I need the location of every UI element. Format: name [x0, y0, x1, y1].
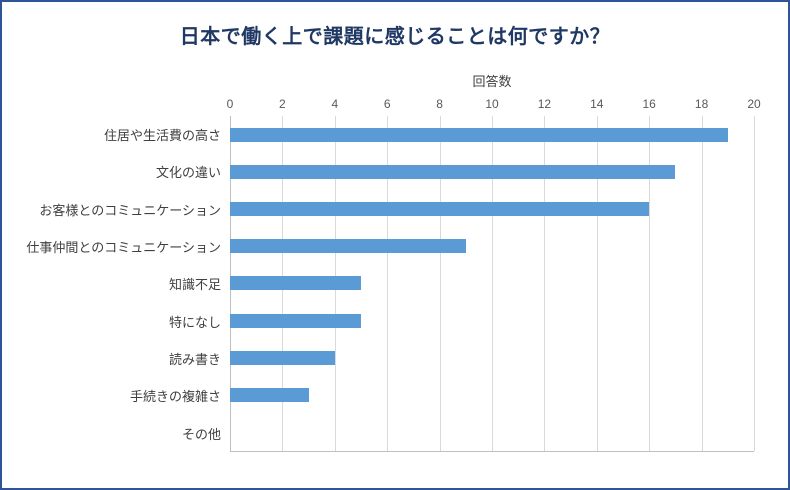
bar: [230, 239, 466, 254]
x-axis-ticks: 0 2 4 6 8 10 12 14 16 18 20: [226, 97, 761, 112]
category-label: 仕事仲間とのコミュニケーション: [26, 240, 221, 256]
gridline: [754, 116, 755, 451]
gridline: [701, 116, 703, 451]
category-label: お客様とのコミュニケーション: [39, 202, 221, 218]
bar-row: [230, 116, 754, 153]
bar-row: [230, 414, 754, 451]
category-label: 文化の違い: [155, 165, 221, 181]
bar-row: [230, 190, 754, 227]
bar: [230, 350, 335, 365]
plot-area: [230, 116, 755, 452]
bar-row: [230, 153, 754, 190]
bar: [230, 127, 728, 142]
bar-row: [230, 265, 754, 302]
x-tick-label: 0: [226, 97, 234, 111]
gridline: [387, 116, 389, 451]
category-label: 読み書き: [168, 352, 221, 368]
chart-title: 日本で働く上で課題に感じることは何ですか？: [179, 26, 611, 48]
bar: [230, 388, 309, 403]
x-tick-label: 2: [279, 97, 286, 111]
bar-row: [230, 339, 754, 376]
x-tick-label: 4: [331, 97, 339, 111]
x-axis-area: 回答数 0 2 4 6 8 10 12 14 16 18 20: [226, 71, 761, 112]
gridline: [492, 116, 493, 451]
gridline: [439, 116, 441, 451]
bar-row: [230, 302, 754, 339]
bar: [230, 202, 650, 217]
x-axis-title: 回答数: [472, 74, 512, 89]
bar-rows: [230, 116, 754, 451]
category-label: 手続きの複雑さ: [129, 389, 221, 405]
category-label: 特になし: [168, 314, 221, 330]
category-label: 住居や生活費の高さ: [103, 128, 221, 144]
bar: [230, 313, 361, 328]
category-label: その他: [181, 426, 221, 442]
x-tick-label: 12: [537, 97, 552, 111]
gridline: [596, 116, 598, 451]
x-tick-label: 8: [436, 97, 443, 111]
bar-row: [230, 377, 754, 414]
category-label: 知識不足: [168, 277, 221, 293]
bar-row: [230, 228, 754, 265]
category-labels: 住居や生活費の高さ文化の違いお客様とのコミュニケーション仕事仲間とのコミュニケー…: [2, 116, 230, 452]
x-tick-label: 6: [383, 97, 391, 111]
bar: [230, 276, 361, 291]
x-tick-label: 18: [694, 97, 709, 111]
gridline: [649, 116, 651, 451]
gridline: [544, 116, 546, 451]
x-tick-label: 14: [590, 97, 604, 111]
bar: [230, 164, 676, 179]
chart-body: 住居や生活費の高さ文化の違いお客様とのコミュニケーション仕事仲間とのコミュニケー…: [2, 116, 755, 452]
x-tick-label: 20: [747, 97, 761, 111]
x-tick-label: 10: [485, 97, 499, 111]
x-tick-label: 16: [642, 97, 656, 111]
